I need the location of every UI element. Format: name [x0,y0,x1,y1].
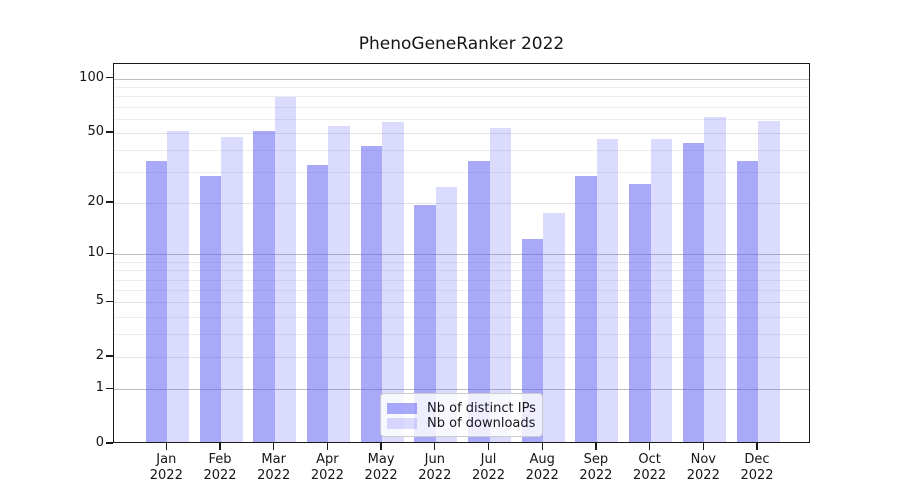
x-tick-label-apr: Apr 2022 [310,452,344,483]
gridline-4 [114,316,809,318]
gridline-2 [114,357,809,359]
bar-distinct-ips-dec [736,160,758,442]
y-tick-2 [106,355,113,357]
bar-downloads-mar [274,97,297,442]
bar-downloads-sep [596,139,619,442]
y-tick-label-5: 5 [95,293,104,309]
bar-downloads-aug [543,213,565,442]
gridline-20 [114,203,809,205]
bar-downloads-jun [435,187,458,442]
y-tick-label-50: 50 [87,123,104,139]
x-tick-nov [702,443,704,450]
x-tick-label-may: May 2022 [364,452,398,483]
bar-distinct-ips-aug [521,239,544,442]
legend-swatch-distinct-ips [387,402,417,414]
bar-distinct-ips-feb [199,175,221,442]
bar-distinct-ips-nov [682,142,705,442]
bar-distinct-ips-mar [253,130,275,442]
x-tick-mar [273,443,275,450]
legend-label-downloads: Nb of downloads [427,415,536,431]
gridline-10 [114,254,809,256]
x-tick-label-aug: Aug 2022 [525,452,559,483]
legend-label-distinct-ips: Nb of distinct IPs [427,400,536,416]
gridline-6 [114,290,809,291]
gridline-3 [114,334,809,336]
x-tick-sep [595,443,597,450]
bar-distinct-ips-may [360,146,383,442]
bar-distinct-ips-jun [414,205,436,442]
gridline-70 [114,106,809,108]
bar-downloads-feb [221,137,243,442]
legend-row-downloads: Nb of downloads [387,415,536,431]
y-tick-label-0: 0 [95,435,104,450]
gridline-9 [114,261,809,263]
gridline-1 [114,389,809,391]
y-tick-0 [106,442,113,444]
x-tick-oct [648,443,651,450]
bar-distinct-ips-apr [306,165,329,442]
x-tick-jan [165,443,167,450]
y-tick-5 [106,300,113,302]
y-tick-20 [106,201,113,203]
bar-downloads-nov [704,116,726,442]
bar-distinct-ips-jul [468,160,490,442]
gridline-5 [114,302,809,304]
x-tick-dec [756,443,758,450]
bar-downloads-jan [167,130,189,442]
legend-row-distinct-ips: Nb of distinct IPs [387,400,536,416]
x-tick-jun [434,443,436,450]
x-tick-label-jun: Jun 2022 [418,452,452,483]
x-tick-may [380,443,382,450]
gridline-40 [114,150,809,152]
x-tick-jul [487,443,490,450]
y-tick-label-10: 10 [87,245,104,261]
gridline-100 [114,78,809,80]
y-tick-50 [106,131,113,133]
x-tick-label-feb: Feb 2022 [203,452,237,483]
x-tick-aug [541,443,543,450]
bar-distinct-ips-sep [575,175,597,442]
gridline-90 [114,87,809,89]
bar-distinct-ips-oct [629,184,651,442]
x-tick-label-nov: Nov 2022 [686,452,720,483]
y-tick-label-1: 1 [95,380,104,396]
x-tick-feb [219,443,221,450]
x-tick-label-jul: Jul 2022 [471,452,506,483]
gridline-50 [114,132,809,134]
y-tick-10 [106,252,113,254]
bar-downloads-oct [650,139,673,442]
bar-downloads-may [382,122,404,442]
x-tick-label-jan: Jan 2022 [149,452,183,483]
gridline-30 [114,172,809,174]
bar-downloads-dec [758,120,780,442]
gridline-8 [114,270,809,272]
x-tick-apr [326,443,329,450]
bar-downloads-jul [489,127,511,442]
y-tick-label-100: 100 [79,69,104,85]
y-tick-1 [106,387,113,389]
y-tick-100 [106,77,113,79]
x-tick-label-mar: Mar 2022 [257,452,291,483]
x-tick-label-oct: Oct 2022 [633,452,667,483]
x-tick-label-sep: Sep 2022 [579,452,613,483]
chart-title: PhenoGeneRanker 2022 [358,34,565,54]
y-tick-label-20: 20 [87,194,104,210]
y-tick-label-2: 2 [95,348,104,364]
x-tick-label-dec: Dec 2022 [740,452,774,483]
bar-downloads-apr [328,126,350,442]
bar-distinct-ips-jan [145,160,168,442]
gridline-7 [114,279,809,281]
plot-area [113,63,810,443]
gridline-80 [114,96,809,98]
legend-swatch-downloads [387,417,417,429]
legend: Nb of distinct IPs Nb of downloads [380,393,543,437]
gridline-60 [114,118,809,120]
